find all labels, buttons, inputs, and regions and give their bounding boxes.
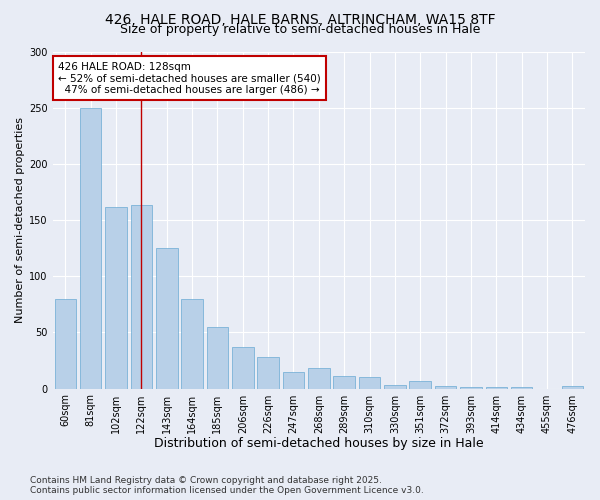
Bar bbox=[359, 378, 380, 388]
Bar bbox=[384, 385, 406, 388]
Bar bbox=[181, 298, 203, 388]
Bar bbox=[308, 368, 329, 388]
Bar bbox=[105, 206, 127, 388]
Bar bbox=[55, 298, 76, 388]
Text: Size of property relative to semi-detached houses in Hale: Size of property relative to semi-detach… bbox=[120, 22, 480, 36]
X-axis label: Distribution of semi-detached houses by size in Hale: Distribution of semi-detached houses by … bbox=[154, 437, 484, 450]
Bar bbox=[80, 108, 101, 388]
Bar bbox=[156, 248, 178, 388]
Bar bbox=[257, 357, 279, 388]
Bar bbox=[562, 386, 583, 388]
Bar bbox=[131, 206, 152, 388]
Bar bbox=[232, 347, 254, 389]
Bar bbox=[334, 376, 355, 388]
Bar bbox=[435, 386, 457, 388]
Y-axis label: Number of semi-detached properties: Number of semi-detached properties bbox=[15, 117, 25, 323]
Text: 426 HALE ROAD: 128sqm
← 52% of semi-detached houses are smaller (540)
  47% of s: 426 HALE ROAD: 128sqm ← 52% of semi-deta… bbox=[58, 62, 321, 95]
Text: 426, HALE ROAD, HALE BARNS, ALTRINCHAM, WA15 8TF: 426, HALE ROAD, HALE BARNS, ALTRINCHAM, … bbox=[104, 12, 496, 26]
Bar bbox=[409, 380, 431, 388]
Text: Contains HM Land Registry data © Crown copyright and database right 2025.
Contai: Contains HM Land Registry data © Crown c… bbox=[30, 476, 424, 495]
Bar bbox=[283, 372, 304, 388]
Bar bbox=[206, 327, 228, 388]
